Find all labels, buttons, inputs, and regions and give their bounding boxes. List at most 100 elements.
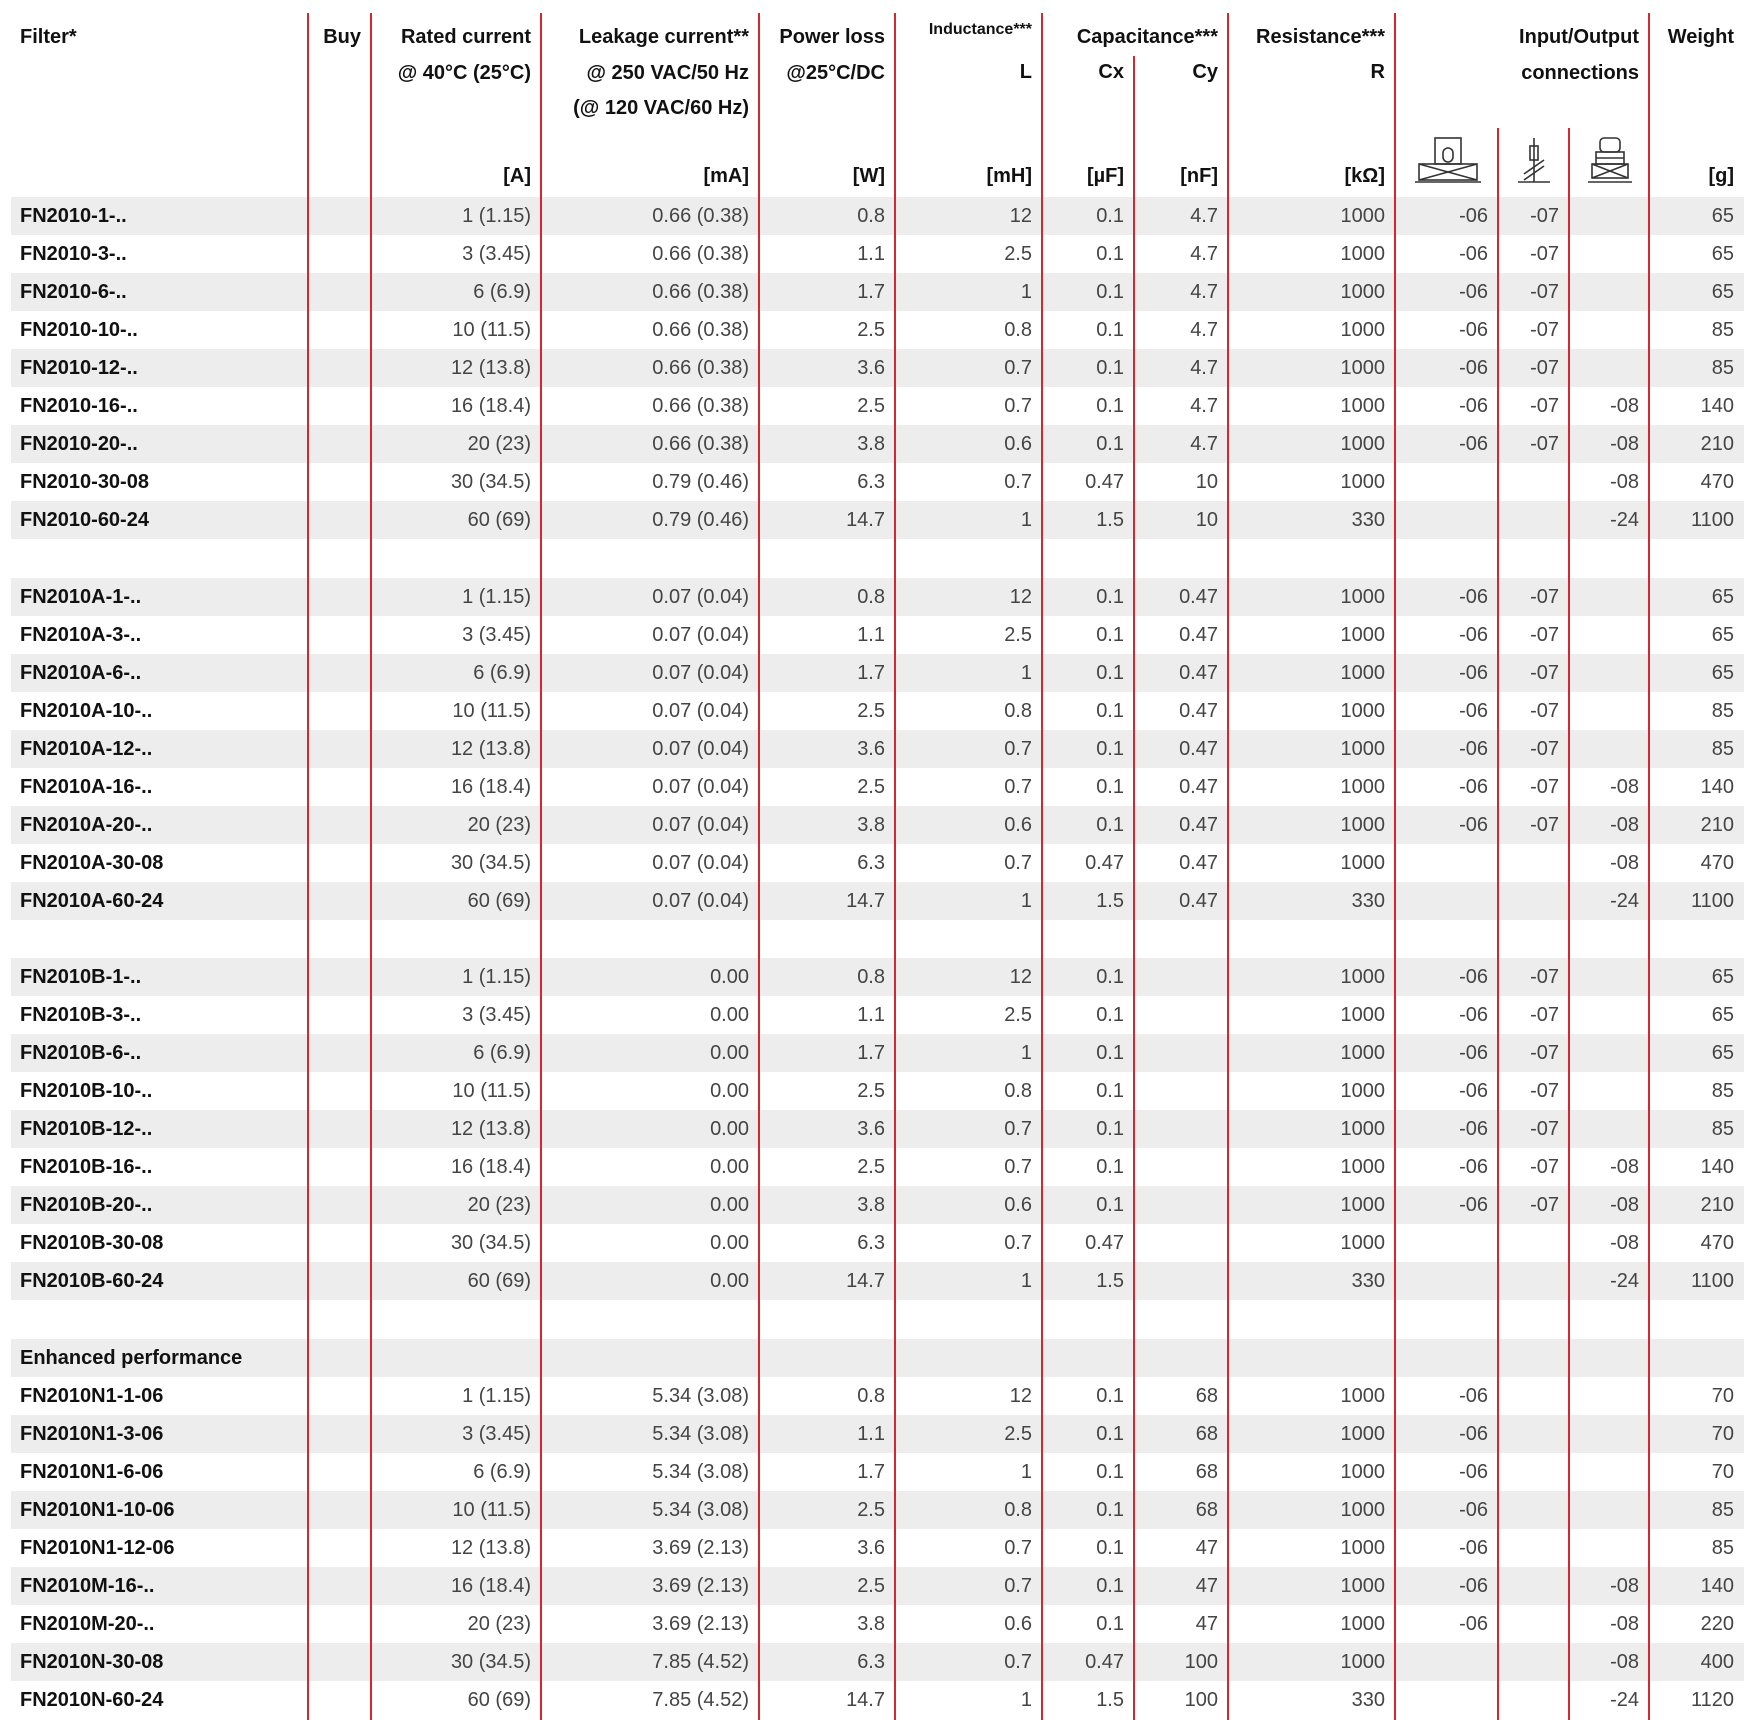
cell-value: 1000: [1340, 813, 1386, 836]
cell-value: 5.34 (3.08): [652, 1422, 749, 1445]
cell-value: -06: [1459, 1042, 1488, 1065]
cell-value: 16 (18.4): [450, 1574, 531, 1597]
header-label: Weight: [1667, 26, 1734, 48]
cell-value: -08: [1610, 1194, 1639, 1217]
cell-value: 1.5: [1096, 1270, 1124, 1293]
cell-value: 100: [1184, 1688, 1218, 1711]
cell-value: 470: [1700, 471, 1734, 494]
filter-name: FN2010A-16-..: [20, 775, 153, 798]
filter-name: FN2010B-3-..: [20, 1004, 142, 1027]
cell-value: 0.07 (0.04): [652, 661, 749, 684]
cell-value: 0.6: [1004, 1612, 1032, 1635]
cell-value: -08: [1610, 1650, 1639, 1673]
cell-value: 3.6: [857, 357, 885, 380]
cell-value: -06: [1459, 813, 1488, 836]
cell-value: 330: [1351, 1270, 1385, 1293]
filter-name: FN2010-30-08: [20, 471, 149, 494]
filter-name: FN2010N1-6-06: [20, 1460, 164, 1483]
cell-value: 1: [1020, 281, 1032, 304]
cell-value: 3 (3.45): [462, 1422, 531, 1445]
cell-value: 85: [1711, 699, 1734, 722]
cell-value: 1: [1020, 889, 1032, 912]
cell-value: 47: [1195, 1612, 1218, 1635]
cell-value: 6 (6.9): [473, 1460, 531, 1483]
filter-name: FN2010A-1-..: [20, 585, 142, 608]
header-label: Filter*: [20, 26, 77, 48]
cell-value: 0.66 (0.38): [652, 395, 749, 418]
cell-value: -24: [1610, 1270, 1639, 1293]
cell-value: 85: [1711, 1498, 1734, 1521]
cell-value: -07: [1530, 966, 1559, 988]
cell-value: 14.7: [846, 1270, 885, 1293]
cell-value: 0.66 (0.38): [652, 243, 749, 266]
cell-value: 60 (69): [467, 509, 531, 532]
cell-value: 0.7: [1004, 1118, 1032, 1141]
header-unit: [µF]: [1086, 165, 1124, 187]
filter-name: FN2010B-10-..: [20, 1080, 153, 1103]
cell-value: 0.1: [1096, 1080, 1124, 1103]
table-row: [11, 1566, 1744, 1605]
cell-value: 70: [1711, 1460, 1734, 1483]
filter-name: FN2010N1-3-06: [20, 1422, 164, 1445]
filter-name: FN2010-20-..: [20, 433, 138, 456]
column-separator: [1648, 13, 1650, 1720]
connector-icon: [1415, 137, 1481, 183]
cell-value: 330: [1351, 889, 1385, 912]
cell-value: 1000: [1340, 775, 1386, 798]
header-label: Resistance***: [1256, 26, 1385, 48]
cell-value: -06: [1459, 1422, 1488, 1445]
cell-value: -07: [1530, 699, 1559, 722]
cell-value: 30 (34.5): [450, 471, 531, 494]
cell-value: 330: [1351, 509, 1385, 532]
cell-value: 1000: [1340, 1422, 1386, 1445]
cell-value: 1000: [1340, 1156, 1386, 1179]
cell-value: 2.5: [857, 395, 885, 418]
screw-icon: [1588, 137, 1632, 183]
cell-value: 0.1: [1096, 1422, 1124, 1445]
header-label: Capacitance***: [1076, 26, 1218, 48]
cell-value: 0.8: [857, 585, 885, 608]
cell-value: 12 (13.8): [450, 1118, 531, 1141]
cell-value: 0.1: [1096, 1042, 1124, 1065]
cell-value: 0.8: [1004, 319, 1032, 342]
cell-value: 0.1: [1096, 1574, 1124, 1597]
cell-value: 16 (18.4): [450, 395, 531, 418]
cell-value: 1000: [1340, 737, 1386, 760]
header-label: @ 40°C (25°C): [397, 61, 531, 84]
cell-value: 2.5: [857, 1080, 885, 1103]
cell-value: 0.47: [1085, 851, 1124, 874]
table-row: [11, 1338, 1744, 1377]
filter-name: FN2010A-60-24: [20, 889, 164, 912]
cell-value: -07: [1530, 1118, 1559, 1141]
table-row: [11, 539, 1744, 577]
filter-name: FN2010A-3-..: [20, 623, 142, 646]
filter-name: FN2010-6-..: [20, 281, 127, 304]
cell-value: 10 (11.5): [452, 319, 531, 342]
filter-name: FN2010B-12-..: [20, 1118, 153, 1141]
section-title: Enhanced performance: [20, 1346, 243, 1369]
cell-value: 0.00: [710, 1232, 749, 1255]
cell-value: 0.7: [1004, 1536, 1032, 1559]
header-label: Leakage current**: [578, 26, 749, 48]
column-separator: [1394, 13, 1396, 1720]
cell-value: 12 (13.8): [450, 737, 531, 760]
cell-value: 0.00: [710, 1042, 749, 1065]
cell-value: -06: [1459, 1460, 1488, 1483]
cell-value: 4.7: [1190, 281, 1218, 304]
cell-value: 0.1: [1096, 1536, 1124, 1559]
cell-value: 1000: [1340, 281, 1386, 304]
cell-value: 10: [1195, 509, 1218, 532]
cell-value: 0.07 (0.04): [652, 699, 749, 722]
header-label: Buy: [323, 26, 361, 48]
cell-value: -06: [1459, 1384, 1488, 1407]
cell-value: 140: [1700, 775, 1734, 798]
cell-value: 0.1: [1096, 775, 1124, 798]
cell-value: 0.7: [1004, 851, 1032, 874]
filter-name: FN2010-12-..: [20, 357, 138, 380]
cell-value: 0.8: [1004, 699, 1032, 722]
cell-value: 3.8: [857, 1194, 885, 1217]
cell-value: 1.7: [857, 1460, 885, 1483]
cell-value: 2.5: [857, 1574, 885, 1597]
cell-value: -07: [1530, 205, 1559, 227]
cell-value: 3 (3.45): [462, 243, 531, 266]
